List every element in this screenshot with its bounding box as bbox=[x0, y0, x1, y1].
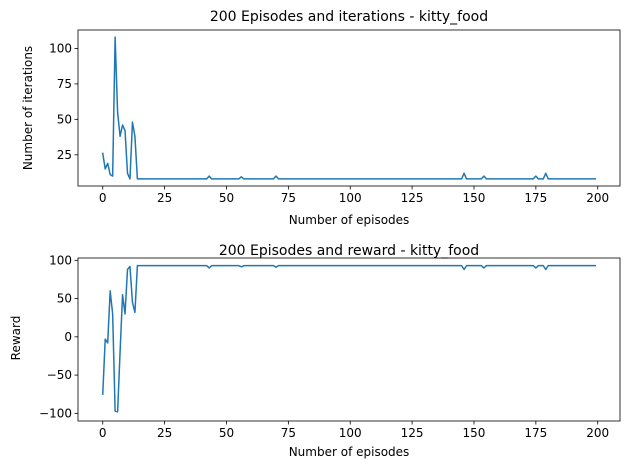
y-tick-label: −100 bbox=[39, 406, 72, 420]
top-axes-frame bbox=[77, 29, 621, 187]
y-tick-label: 0 bbox=[64, 330, 72, 344]
y-tick-label: 50 bbox=[57, 112, 72, 126]
x-tick-label: 0 bbox=[99, 426, 107, 440]
top-chart-title: 200 Episodes and iterations - kitty_food bbox=[210, 9, 488, 25]
x-tick-label: 75 bbox=[281, 426, 296, 440]
x-tick-label: 75 bbox=[281, 191, 296, 205]
top-subplot: 200 Episodes and iterations - kitty_food… bbox=[21, 9, 621, 227]
series-line-0 bbox=[101, 36, 596, 180]
x-tick-label: 150 bbox=[463, 191, 486, 205]
x-tick-label: 25 bbox=[157, 191, 172, 205]
x-tick-label: 100 bbox=[339, 426, 362, 440]
top-y-ticks: 25 50 75 100 bbox=[49, 41, 78, 162]
y-tick-label: 100 bbox=[49, 253, 72, 267]
y-tick-label: 25 bbox=[57, 148, 72, 162]
x-tick-label: 125 bbox=[401, 191, 424, 205]
top-x-ticks: 0 25 50 75 100 125 150 175 200 bbox=[99, 186, 609, 205]
bottom-y-axis-label: Reward bbox=[9, 316, 23, 361]
y-tick-label: 50 bbox=[57, 292, 72, 306]
y-tick-label: −50 bbox=[47, 368, 72, 382]
bottom-axes-frame bbox=[77, 257, 621, 422]
x-tick-label: 150 bbox=[463, 426, 486, 440]
x-tick-label: 50 bbox=[219, 426, 234, 440]
y-tick-label: 100 bbox=[49, 41, 72, 55]
top-y-axis-label: Number of iterations bbox=[21, 46, 35, 170]
x-tick-label: 175 bbox=[524, 426, 547, 440]
bottom-subplot: 200 Episodes and reward - kitty_food 0 25… bbox=[9, 243, 621, 459]
bottom-y-ticks: −100 −50 0 50 100 bbox=[39, 253, 78, 420]
x-tick-label: 125 bbox=[401, 426, 424, 440]
bottom-chart-title: 200 Episodes and reward - kitty_food bbox=[219, 243, 479, 259]
bottom-x-axis-label: Number of episodes bbox=[289, 445, 410, 459]
x-tick-label: 50 bbox=[219, 191, 234, 205]
bottom-x-ticks: 0 25 50 75 100 125 150 175 200 bbox=[99, 421, 609, 440]
y-tick-label: 75 bbox=[57, 77, 72, 91]
top-plot-area bbox=[101, 36, 596, 180]
x-tick-label: 200 bbox=[586, 426, 609, 440]
x-tick-label: 25 bbox=[157, 426, 172, 440]
x-tick-label: 175 bbox=[524, 191, 547, 205]
bottom-plot-area bbox=[101, 264, 596, 413]
top-x-axis-label: Number of episodes bbox=[289, 213, 410, 227]
x-tick-label: 200 bbox=[586, 191, 609, 205]
x-tick-label: 100 bbox=[339, 191, 362, 205]
series-line-0 bbox=[101, 264, 596, 413]
x-tick-label: 0 bbox=[99, 191, 107, 205]
